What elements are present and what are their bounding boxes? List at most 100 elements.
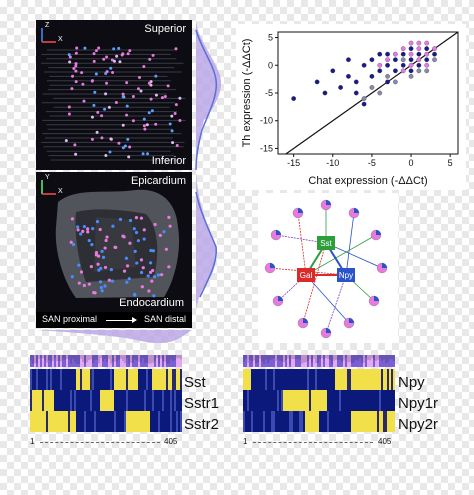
x-tick-label: 0: [409, 158, 414, 168]
cell-dot: [167, 215, 171, 220]
heatmap-cell: [54, 390, 57, 411]
cell-dot: [148, 57, 152, 61]
cell-dot: [146, 274, 150, 278]
dendrogram-cell: [279, 355, 281, 367]
cell-dot: [105, 235, 109, 239]
dendrogram-cell: [321, 355, 323, 367]
heatmap-cell: [80, 369, 83, 390]
dendrogram-cell: [291, 355, 293, 367]
heatmap-cell: [58, 369, 61, 390]
heatmap-cell: [291, 411, 294, 432]
heatmap-cell: [134, 369, 137, 390]
heatmap-cell: [36, 411, 39, 432]
heatmap-cell: [243, 411, 246, 432]
heatmap-cell: [170, 390, 173, 411]
heatmap-cell: [142, 411, 145, 432]
heatmap-cell: [82, 390, 85, 411]
heatmap-cell: [74, 369, 77, 390]
heatmap-cell: [44, 369, 47, 390]
heatmap-cell: [138, 390, 141, 411]
heatmap-cell: [92, 369, 95, 390]
heatmap-cell: [281, 390, 284, 411]
heatmap-cell: [329, 390, 332, 411]
heatmap-cell: [353, 411, 356, 432]
cell-dot: [104, 154, 108, 158]
cell-dot: [141, 266, 145, 270]
heatmap-cell: [329, 411, 332, 432]
scatter-point: [424, 51, 430, 57]
heatmap-cell: [78, 411, 81, 432]
panel-a-graphic: [41, 28, 186, 161]
cell-dot: [120, 53, 124, 57]
heatmap-cell: [383, 411, 386, 432]
heatmap-cell: [319, 411, 322, 432]
cell-dot: [174, 103, 178, 107]
heatmap-cell: [164, 369, 167, 390]
heatmap-cell: [34, 411, 37, 432]
heatmap-cell: [265, 390, 268, 411]
heatmap-cell: [379, 390, 382, 411]
heatmap-cell: [116, 411, 119, 432]
heatmap-cell: [343, 411, 346, 432]
heatmap-cell: [289, 390, 292, 411]
heatmap-cell: [331, 390, 334, 411]
dendrogram-cell: [249, 355, 251, 367]
heatmap-cell: [104, 390, 107, 411]
heatmap-cell: [295, 390, 298, 411]
heatmap-cell: [92, 411, 95, 432]
heatmap-cell: [359, 411, 362, 432]
cell-dot: [160, 273, 164, 277]
heatmap-cell: [64, 390, 67, 411]
heatmap-cell: [359, 390, 362, 411]
network-node-npy: [337, 268, 355, 282]
heatmap-cell: [351, 390, 354, 411]
heatmap-cell: [355, 411, 358, 432]
heatmap-cell: [156, 411, 159, 432]
heatmap-cell: [339, 369, 342, 390]
network-edge: [325, 242, 383, 269]
dendrogram-cell: [287, 355, 289, 367]
cell-dot: [142, 124, 146, 128]
dendrogram-cell: [245, 355, 247, 367]
cell-dot: [123, 144, 127, 148]
cell-dot: [98, 280, 103, 284]
network-node-label: Npy: [339, 271, 353, 280]
dendrogram-cell: [313, 355, 315, 367]
cell-dot: [76, 225, 80, 229]
arrow-right-icon: [106, 320, 134, 321]
heatmap-cell: [295, 369, 298, 390]
cell-dot: [100, 114, 104, 118]
cell-dot: [80, 71, 84, 75]
heatmap-cell: [130, 411, 133, 432]
heatmap-cell: [257, 390, 260, 411]
dendrogram-cell: [176, 355, 178, 367]
heatmap-cell: [176, 390, 179, 411]
identity-line: [285, 31, 459, 155]
heatmap-cell: [391, 390, 394, 411]
heatmap-cell: [114, 411, 117, 432]
heatmap-cell: [144, 369, 147, 390]
heatmap-cell: [289, 369, 292, 390]
heatmap-cell: [110, 390, 113, 411]
heatmap-left-end: 405: [164, 437, 178, 446]
heatmap-cell: [126, 411, 129, 432]
heatmap-left-graphic: [30, 355, 183, 432]
heatmap-cell: [247, 390, 250, 411]
heatmap-right-start: 1: [243, 437, 248, 446]
heatmap-cell: [174, 369, 177, 390]
heatmap-cell: [307, 390, 310, 411]
cell-dot: [93, 90, 97, 94]
heatmap-cell: [297, 411, 300, 432]
heatmap-cell: [391, 411, 394, 432]
cell-dot: [124, 256, 129, 260]
cell-dot: [163, 95, 167, 99]
superior-label: Superior: [144, 23, 186, 35]
scatter-point: [408, 57, 414, 63]
scatter-point: [408, 46, 414, 51]
heatmap-cell: [58, 411, 61, 432]
heatmap-cell: [393, 390, 396, 411]
dendrogram-cell: [293, 355, 295, 367]
x-tick-label: -15: [287, 158, 300, 168]
x-tick-label: -5: [368, 158, 376, 168]
cluster-pie-slice: [270, 263, 275, 268]
